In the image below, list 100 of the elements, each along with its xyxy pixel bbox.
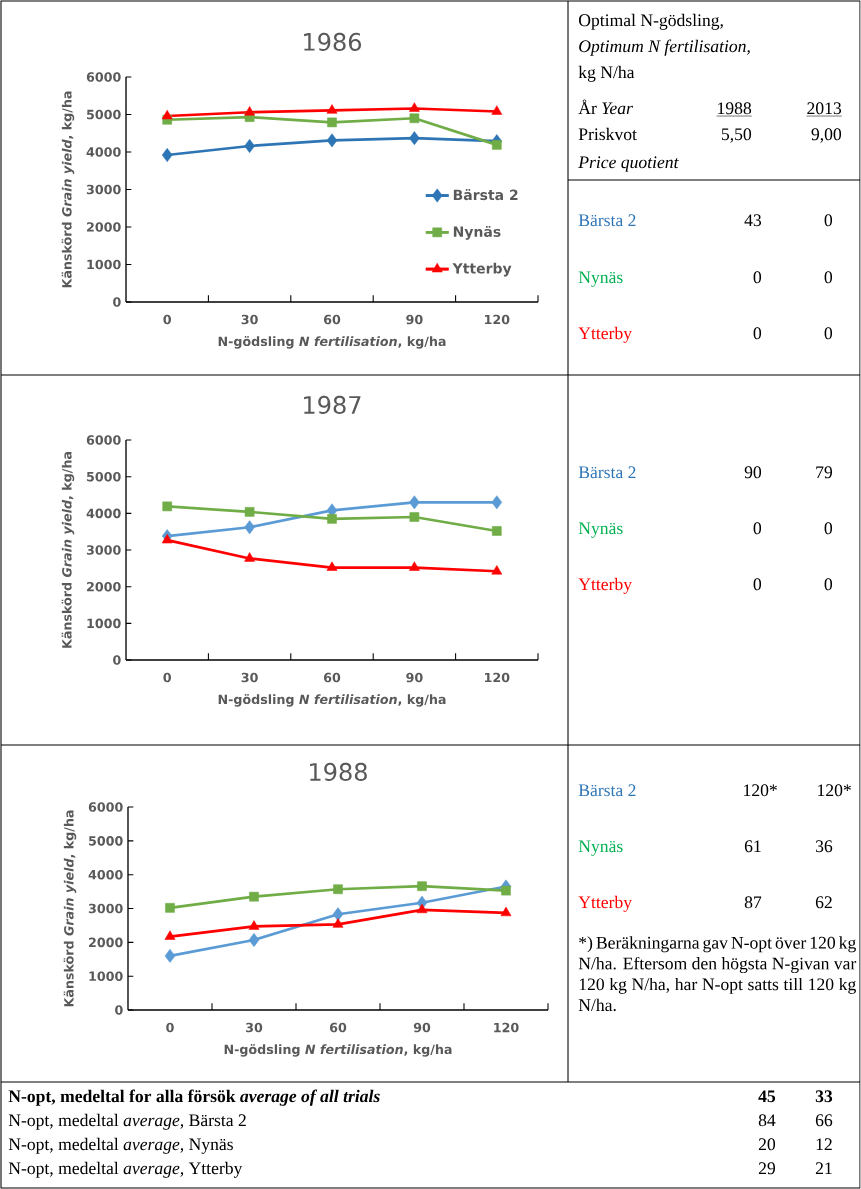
text: 33 [815, 1090, 833, 1103]
y-tick-label: 2000 [87, 581, 121, 592]
x-tick-label: 30 [241, 672, 258, 683]
x-tick-label: 0 [163, 314, 172, 325]
y-tick-label: 2000 [89, 937, 123, 948]
text: 90 [744, 466, 762, 479]
chart-title: 1986 [304, 32, 362, 51]
point [164, 948, 176, 963]
legend-label: Ytterby [452, 262, 512, 277]
chart-title: 1987 [304, 395, 361, 414]
x-tick-label: 120 [494, 1022, 519, 1033]
y-tick-label: 0 [113, 655, 121, 665]
text: 20 [758, 1138, 776, 1151]
text: N-opt, medeltal for alla försök average of all trials [8, 1089, 380, 1106]
text: *) Beräkningarna gav N-opt över 120 kg N/ha. Eftersom den högsta N-givan var 120 kg N/ha, har N-opt satts till 120 kg N/ha. [578, 936, 857, 1012]
text: 79 [816, 466, 833, 479]
point [501, 885, 511, 896]
point [326, 561, 338, 571]
text: 87 [744, 896, 762, 909]
text: 62 [815, 896, 832, 909]
x-tick-label: 0 [163, 672, 172, 683]
text: 2013 [807, 102, 842, 115]
point [164, 930, 176, 940]
text: 0 [824, 214, 833, 227]
text: 120* [818, 784, 851, 797]
x-tick-label: 90 [406, 672, 423, 683]
text: 0 [824, 271, 833, 284]
text: 0 [824, 578, 833, 591]
x-tick-label: 60 [323, 672, 341, 683]
x-axis-title: N-gödsling N fertilisation, kg/ha [218, 694, 446, 707]
text: 0 [753, 271, 762, 284]
point [417, 881, 427, 891]
y-tick-label: 1000 [89, 971, 123, 981]
point [500, 906, 512, 917]
text: Optimum N fertilisation, [579, 39, 750, 56]
x-tick-label: 30 [246, 1022, 263, 1033]
text: Priskvot [578, 127, 637, 141]
text: kg N/ha [578, 65, 635, 82]
point [244, 507, 255, 517]
point [491, 565, 503, 575]
point [492, 526, 502, 536]
point [332, 918, 344, 928]
x-tick-label: 120 [485, 314, 510, 325]
y-axis-title: Känskörd Grain yield, kg/ha [63, 810, 77, 1007]
chart-title: 1988 [310, 762, 367, 781]
point [249, 891, 259, 902]
text: 61 [744, 840, 761, 853]
text: Price quotient [578, 156, 679, 172]
text: Ytterby [578, 577, 632, 594]
y-tick-label: 4000 [88, 869, 123, 880]
point [491, 495, 503, 510]
y-tick-label: 6000 [86, 435, 121, 445]
x-tick-label: 90 [406, 314, 423, 325]
text: Ytterby [578, 326, 632, 343]
x-axis-title: N-gödsling N fertilisation, kg/ha [224, 1044, 452, 1057]
text: 45 [758, 1090, 776, 1103]
text: 84 [758, 1114, 776, 1127]
text: 120* [744, 784, 777, 797]
point [244, 552, 255, 562]
text: Bärsta 2 [578, 466, 636, 479]
point [409, 561, 420, 571]
point [161, 533, 173, 544]
x-tick-label: 120 [485, 672, 510, 683]
point [409, 512, 420, 522]
text: 36 [815, 840, 833, 853]
y-tick-label: 3000 [86, 184, 121, 195]
y-tick-label: 6000 [88, 802, 123, 812]
point [165, 903, 175, 913]
y-tick-label: 2000 [87, 222, 121, 232]
point [333, 884, 343, 895]
y-tick-label: 4000 [86, 147, 121, 157]
x-tick-label: 60 [329, 1022, 347, 1033]
y-tick-label: 6000 [86, 72, 121, 82]
y-tick-label: 3000 [86, 545, 121, 555]
text: 0 [753, 522, 762, 535]
text: Bärsta 2 [578, 214, 636, 227]
point [332, 907, 344, 922]
text: Bärsta 2 [578, 784, 636, 797]
y-tick-label: 0 [115, 1005, 123, 1015]
x-axis-title: N-gödsling N fertilisation, kg/ha [218, 336, 446, 349]
point [248, 933, 260, 947]
text: Optimal N-gödsling, [579, 13, 723, 30]
text: 21 [815, 1162, 832, 1175]
text: 12 [816, 1138, 832, 1151]
y-tick-label: 5000 [87, 471, 121, 482]
text: 29 [758, 1162, 776, 1175]
y-tick-label: 1000 [87, 618, 121, 629]
point [248, 920, 260, 930]
text: Nynäs [578, 522, 623, 538]
text: 1988 [718, 102, 752, 115]
y-tick-label: 5000 [89, 836, 123, 846]
text: 0 [824, 522, 833, 535]
y-tick-label: 1000 [87, 259, 121, 270]
y-tick-label: 4000 [86, 508, 121, 519]
text: Nynäs [578, 271, 623, 287]
legend-label: Bärsta 2 [453, 189, 518, 201]
text: N-opt, medeltal average, Ytterby [8, 1161, 243, 1178]
y-tick-label: 5000 [87, 109, 121, 120]
text: 43 [744, 214, 762, 227]
text: 9,00 [811, 128, 842, 143]
